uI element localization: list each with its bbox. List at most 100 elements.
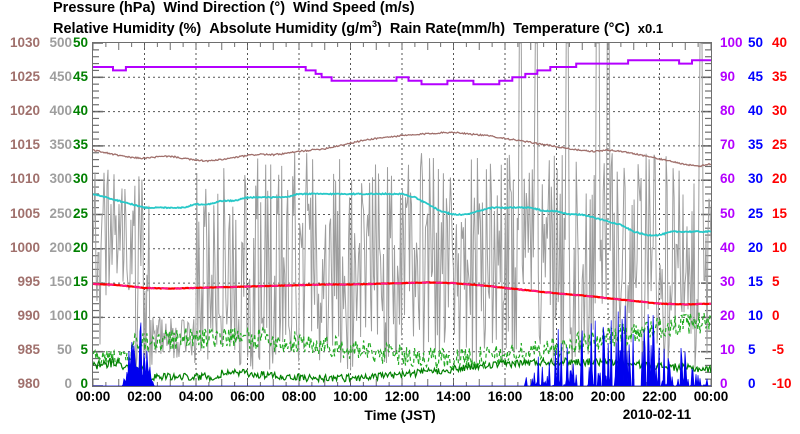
axis-tick-temperature-7: 5 (772, 273, 780, 289)
x-axis-tick-labels: 00:00 02:00 04:00 06:00 08:00 10:00 12:00 14:00… (0, 389, 800, 409)
axis-tick-pressure-10: 980 (17, 376, 40, 391)
axis-tick-temperature-6: 10 (772, 239, 788, 255)
x-axis-tick-0: 00:00 (75, 389, 111, 404)
x-axis-tick-3: 06:00 (230, 389, 265, 404)
axis-tick-wind-speed-5: 25 (72, 205, 88, 221)
axis-tick-temperature-0: 40 (772, 35, 788, 50)
axis-tick-wind-speed-4: 30 (72, 171, 88, 187)
axis-tick-relative-humidity-1: 90 (720, 69, 736, 85)
axis-tick-rain-rate-7: 15 (748, 273, 764, 289)
legend-absolute-humidity-text: Absolute Humidity (g/m (209, 20, 372, 37)
axis-tick-wind-speed-2: 40 (72, 103, 88, 119)
axis-tick-rain-rate-1: 45 (748, 69, 764, 85)
axis-tick-pressure-6: 1000 (9, 239, 40, 255)
legend-row-1: Pressure (hPa) Wind Direction (°) Wind S… (0, 0, 800, 16)
axis-tick-relative-humidity-4: 60 (720, 171, 736, 187)
x-axis-tick-1: 02:00 (127, 389, 162, 404)
legend-scale-note: x0.1 (637, 20, 664, 36)
axis-tick-wind-speed-1: 45 (72, 69, 88, 85)
axis-tick-rain-rate-10: 0 (748, 376, 756, 391)
legend-item-rain-rate: Rain Rate(mm/h) (389, 20, 506, 37)
axis-tick-pressure-8: 990 (17, 307, 40, 323)
x-axis-tick-7: 14:00 (436, 389, 471, 404)
axis-tick-rain-rate-9: 5 (748, 341, 756, 357)
axis-tick-pressure-9: 985 (17, 341, 40, 357)
axis-tick-pressure-5: 1005 (9, 205, 40, 221)
axis-tick-pressure-4: 1010 (9, 171, 40, 187)
axis-tick-relative-humidity-7: 30 (720, 273, 736, 289)
axis-tick-wind-speed-6: 20 (72, 239, 88, 255)
axis-tick-rain-rate-2: 40 (748, 103, 764, 119)
legend-item-wind-speed: Wind Speed (m/s) (293, 0, 415, 16)
x-axis-title: Time (JST) (364, 407, 436, 423)
axis-tick-pressure-0: 1030 (9, 35, 40, 50)
legend-absolute-humidity-tail: ) (377, 20, 382, 37)
series-wind-speed-gust (93, 312, 711, 370)
series-pressure (93, 131, 711, 168)
axis-tick-wind-speed-9: 5 (80, 341, 88, 357)
x-axis-tick-4: 08:00 (281, 389, 317, 404)
axis-tick-wind-direction-1: 450 (49, 69, 72, 85)
axis-tick-relative-humidity-0: 100 (720, 35, 743, 50)
legend-item-absolute-humidity: Absolute Humidity (g/m3) (209, 16, 382, 37)
axis-tick-wind-direction-0: 500 (49, 35, 72, 50)
axis-tick-pressure-7: 995 (17, 273, 40, 289)
axis-tick-rain-rate-0: 50 (748, 35, 764, 50)
axis-tick-temperature-3: 25 (772, 137, 788, 153)
chart-legend: Pressure (hPa) Wind Direction (°) Wind S… (0, 0, 800, 37)
axis-tick-wind-direction-5: 250 (49, 205, 72, 221)
chart-canvas (93, 43, 711, 386)
series-relative-humidity (93, 59, 711, 86)
axis-tick-wind-direction-8: 100 (49, 307, 72, 323)
axis-tick-wind-speed-7: 15 (72, 273, 88, 289)
axis-tick-wind-speed-3: 35 (72, 137, 88, 153)
x-axis-tick-12: 00:00 (693, 389, 729, 404)
legend-item-relative-humidity: Relative Humidity (%) (53, 20, 202, 37)
axis-tick-wind-direction-3: 350 (49, 137, 72, 153)
axis-tick-wind-direction-9: 50 (56, 341, 72, 357)
axis-tick-wind-speed-8: 10 (72, 307, 88, 323)
axis-tick-rain-rate-3: 35 (748, 137, 764, 153)
axis-tick-relative-humidity-6: 40 (720, 239, 736, 255)
axis-tick-temperature-2: 30 (772, 103, 788, 119)
axis-tick-wind-speed-10: 0 (80, 376, 88, 391)
x-axis-tick-8: 16:00 (487, 389, 523, 404)
series-absolute-humidity (93, 192, 711, 237)
axis-tick-relative-humidity-3: 70 (720, 137, 736, 153)
legend-item-temperature: Temperature (°C) (513, 20, 630, 37)
x-axis-tick-5: 10:00 (333, 389, 368, 404)
axis-tick-wind-direction-10: 0 (64, 376, 72, 391)
axis-tick-pressure-3: 1015 (9, 137, 40, 153)
legend-item-pressure: Pressure (hPa) (53, 0, 156, 16)
axis-tick-relative-humidity-10: 0 (720, 376, 728, 391)
axis-tick-relative-humidity-8: 20 (720, 307, 736, 323)
axis-tick-relative-humidity-9: 10 (720, 341, 736, 357)
axis-tick-temperature-1: 35 (772, 69, 788, 85)
axis-tick-wind-direction-2: 400 (49, 103, 72, 119)
axis-tick-wind-direction-6: 200 (49, 239, 72, 255)
axis-tick-temperature-5: 15 (772, 205, 788, 221)
axis-tick-wind-speed-0: 50 (72, 35, 88, 50)
axis-tick-temperature-9: -5 (772, 341, 785, 357)
x-axis-tick-10: 20:00 (590, 389, 626, 404)
axis-tick-temperature-10: -10 (772, 376, 792, 391)
chart-plot-area (92, 42, 712, 387)
axis-tick-rain-rate-8: 10 (748, 307, 764, 323)
series-rain-rate (93, 305, 711, 386)
axis-tick-relative-humidity-2: 80 (720, 103, 736, 119)
axis-tick-wind-direction-7: 150 (49, 273, 72, 289)
axis-tick-rain-rate-6: 20 (748, 239, 764, 255)
axis-tick-rain-rate-5: 25 (748, 205, 764, 221)
x-axis-tick-2: 04:00 (178, 389, 214, 404)
series-wind-direction (93, 43, 711, 372)
x-axis-tick-9: 18:00 (539, 389, 574, 404)
series-temperature (93, 281, 711, 306)
x-axis-tick-6: 12:00 (384, 389, 420, 404)
axis-tick-relative-humidity-5: 50 (720, 205, 736, 221)
x-axis-date-label: 2010-02-11 (622, 407, 692, 422)
legend-row-2: Relative Humidity (%) Absolute Humidity … (0, 16, 800, 37)
axis-tick-wind-direction-4: 300 (49, 171, 72, 187)
legend-item-wind-direction: Wind Direction (°) (163, 0, 286, 16)
x-axis-tick-11: 22:00 (642, 389, 677, 404)
axis-tick-pressure-1: 1025 (9, 69, 40, 85)
